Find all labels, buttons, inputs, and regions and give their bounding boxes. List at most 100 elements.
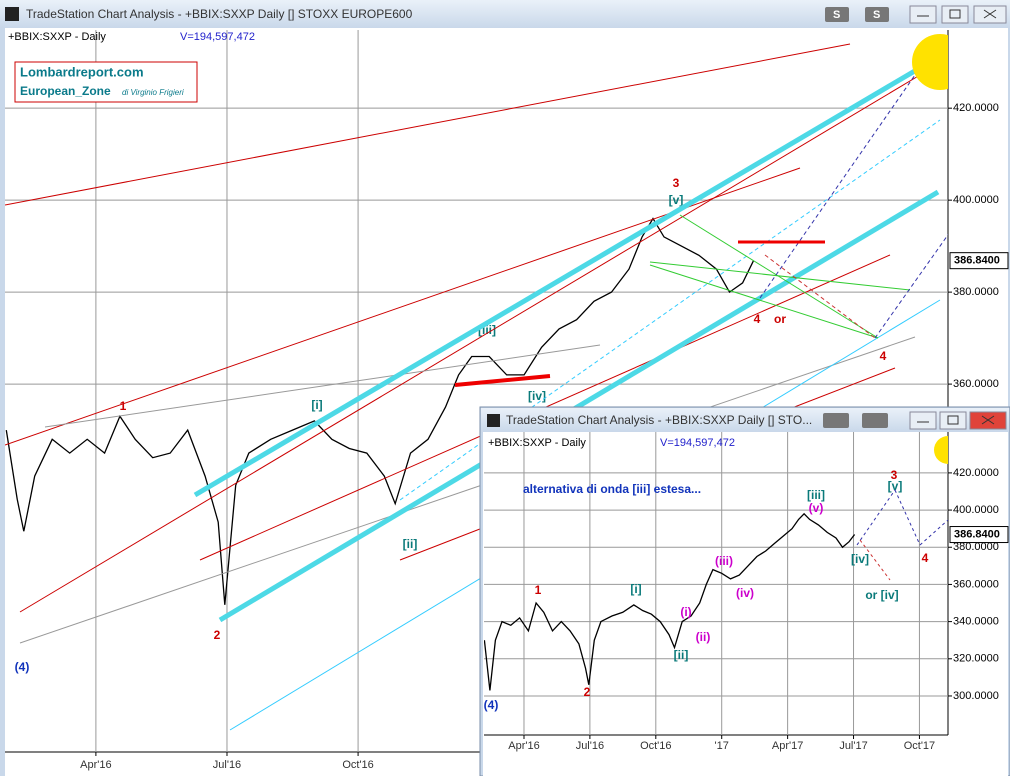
maximize[interactable]	[941, 5, 969, 24]
y-tick-label: 340.0000	[953, 616, 999, 628]
last-value-box	[949, 526, 1009, 544]
last-value-label: 386.8400	[954, 528, 1000, 540]
app-icon	[487, 414, 500, 427]
projection	[856, 489, 896, 546]
wave-label: 2	[584, 685, 591, 699]
wave-label: (iii)	[715, 554, 733, 568]
button[interactable]	[862, 413, 888, 428]
trendline	[649, 264, 879, 339]
y-tick-label: 360.0000	[953, 378, 999, 390]
wave-label: 1	[535, 583, 542, 597]
x-tick-label: Oct'16	[342, 759, 373, 771]
trendline	[44, 344, 601, 428]
x-tick-label: Jul'16	[213, 759, 241, 771]
projection	[874, 233, 948, 339]
target-zone	[912, 34, 948, 90]
wave-label: [ii]	[674, 648, 689, 662]
wave-label: (4)	[484, 698, 499, 712]
projection	[919, 519, 948, 546]
wave-label: (i)	[680, 605, 691, 619]
trendline	[679, 214, 879, 339]
series-header: +BBIX:SXXP - Daily	[488, 437, 586, 449]
trendline	[5, 43, 851, 206]
wave-label: (ii)	[696, 630, 711, 644]
wave-label: [v]	[888, 479, 903, 493]
y-tick-label: 360.0000	[953, 578, 999, 590]
wave-label: [i]	[311, 398, 322, 412]
target-zone	[934, 436, 948, 464]
projection	[894, 489, 921, 546]
inset-projections	[856, 436, 948, 581]
logo-zone: European_Zone	[20, 84, 111, 98]
y-tick-label: 320.0000	[953, 653, 999, 665]
volume-label: V=194,597,472	[180, 31, 255, 43]
app-icon	[5, 7, 19, 21]
logo-box	[14, 61, 198, 103]
window-title: TradeStation Chart Analysis - +BBIX:SXXP…	[26, 7, 413, 21]
x-tick-label: Oct'16	[640, 740, 671, 752]
wave-label: (4)	[15, 660, 30, 674]
projection	[764, 254, 876, 339]
price-line	[484, 512, 856, 691]
x-tick-label: Apr'17	[772, 740, 803, 752]
wave-label: [v]	[669, 193, 684, 207]
wave-label: [ii]	[403, 537, 418, 551]
trendline	[19, 74, 921, 613]
wave-label: 4	[922, 551, 929, 565]
y-tick-label: 380.0000	[953, 286, 999, 298]
x-tick-label: '17	[715, 740, 729, 752]
button[interactable]	[823, 413, 849, 428]
inset-chart: 300.0000 320.0000 340.0000 360.0000 380.0000…	[484, 432, 1009, 752]
level	[454, 374, 551, 387]
y-tick-label: 400.0000	[953, 504, 999, 516]
inset-chart-area	[483, 432, 1008, 776]
wave-label: 4	[880, 349, 887, 363]
trendline	[19, 336, 916, 644]
button-label: S	[833, 9, 840, 21]
projection	[759, 74, 916, 299]
wave-label: (v)	[809, 501, 824, 515]
series-header: +BBIX:SXXP - Daily	[8, 31, 106, 43]
window-glyphs	[917, 9, 997, 19]
wave-label: [iv]	[528, 389, 546, 403]
wave-label: [iv]	[851, 552, 869, 566]
x-tick-label: Apr'16	[508, 740, 539, 752]
minimize[interactable]	[909, 411, 937, 430]
maximize[interactable]	[939, 411, 967, 430]
wave-label: alternativa di onda [iii] estesa...	[523, 482, 701, 496]
inset-title: TradeStation Chart Analysis - +BBIX:SXXP…	[506, 413, 812, 427]
button[interactable]	[825, 7, 849, 22]
y-tick-label: 420.0000	[953, 467, 999, 479]
trendline	[399, 119, 941, 501]
minimize[interactable]	[909, 5, 937, 24]
projection	[859, 539, 891, 581]
y-tick-label: 300.0000	[953, 690, 999, 702]
y-tick-label: 400.0000	[953, 194, 999, 206]
last-value-box	[949, 252, 1009, 270]
wave-label: 3	[891, 468, 898, 482]
wave-label: or [iv]	[865, 588, 898, 602]
wave-label: 4	[754, 312, 761, 326]
y-tick-label: 380.0000	[953, 541, 999, 553]
wave-label: [iii]	[807, 488, 825, 502]
button[interactable]	[865, 7, 889, 22]
x-tick-label: Jul'17	[839, 740, 867, 752]
wave-label: [i]	[630, 582, 641, 596]
channel	[218, 189, 940, 623]
button-label: S	[873, 9, 880, 21]
window-glyphs	[917, 415, 995, 425]
last-value-label: 386.8400	[954, 255, 1000, 267]
wave-label: 2	[214, 628, 221, 642]
trendlines	[5, 34, 948, 731]
logo-site: Lombardreport.com	[20, 64, 144, 79]
x-tick-label: Apr'16	[80, 759, 111, 771]
logo-author: di Virginio Frigieri	[122, 88, 184, 97]
wave-label: (iv)	[736, 586, 754, 600]
wave-label: or	[774, 312, 786, 326]
y-tick-label: 420.0000	[953, 102, 999, 114]
wave-label: 1	[120, 399, 127, 413]
wave-label: 3	[673, 176, 680, 190]
x-tick-label: Oct'17	[904, 740, 935, 752]
